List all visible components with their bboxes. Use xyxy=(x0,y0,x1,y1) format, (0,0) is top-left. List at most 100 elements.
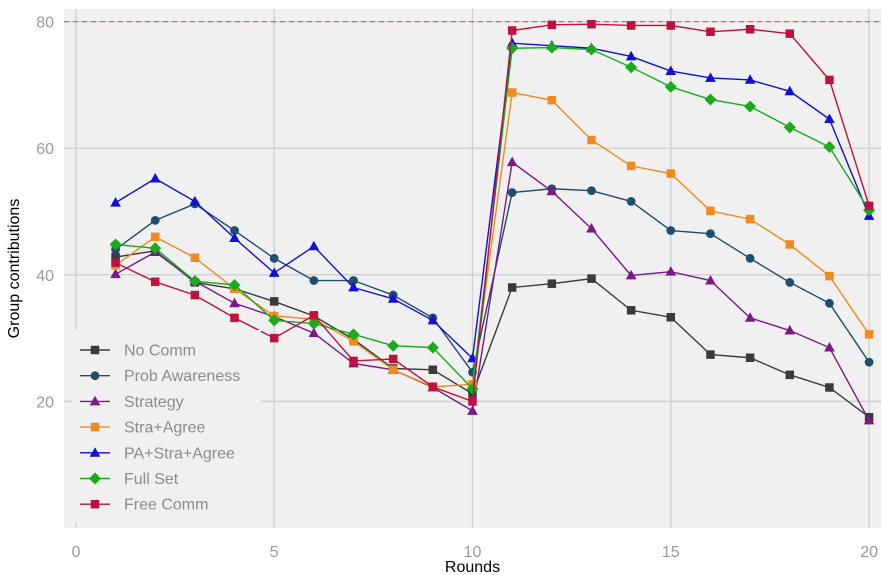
data-point-strategy-6 xyxy=(308,327,320,337)
legend-marker-full-set xyxy=(89,472,101,485)
data-point-strategy-1 xyxy=(110,268,121,279)
data-point-no-comm-11 xyxy=(507,283,517,292)
data-point-stra-agree-12 xyxy=(547,95,557,105)
data-point-stra-agree-16 xyxy=(706,206,715,216)
data-point-free-comm-18 xyxy=(785,29,795,38)
legend-label-prob-awareness: Prob Awareness xyxy=(124,368,240,385)
data-point-full-set-12 xyxy=(545,41,558,54)
data-point-no-comm-16 xyxy=(706,350,715,359)
data-point-full-set-6 xyxy=(307,317,320,330)
data-point-stra-agree-20 xyxy=(864,330,874,339)
data-point-stra-agree-7 xyxy=(349,337,358,346)
data-point-strategy-17 xyxy=(744,312,756,322)
data-point-free-comm-3 xyxy=(190,290,200,300)
series-line-strategy xyxy=(115,160,870,421)
data-point-pa-stra-agree-4 xyxy=(229,232,240,243)
data-point-pa-stra-agree-6 xyxy=(308,240,320,251)
data-point-free-comm-19 xyxy=(825,75,834,85)
legend-background xyxy=(73,330,261,522)
data-point-stra-agree-2 xyxy=(150,232,160,242)
data-point-prob-awareness-17 xyxy=(745,253,755,263)
data-point-no-comm-15 xyxy=(666,312,676,322)
data-point-strategy-20 xyxy=(863,414,875,425)
data-point-free-comm-12 xyxy=(547,20,557,30)
data-point-stra-agree-18 xyxy=(785,240,795,249)
data-point-no-comm-9 xyxy=(428,365,438,375)
data-point-pa-stra-agree-5 xyxy=(268,267,280,277)
x-tick-label-15: 15 xyxy=(662,544,680,561)
data-point-pa-stra-agree-2 xyxy=(149,173,161,183)
data-point-strategy-14 xyxy=(625,269,637,280)
data-point-pa-stra-agree-16 xyxy=(705,72,716,82)
y-tick-label-40: 40 xyxy=(36,268,54,285)
data-point-stra-agree-15 xyxy=(666,169,676,178)
data-point-no-comm-17 xyxy=(745,353,755,362)
data-point-pa-stra-agree-1 xyxy=(110,197,121,207)
data-point-pa-stra-agree-15 xyxy=(665,65,677,75)
data-point-full-set-4 xyxy=(228,278,241,291)
data-point-full-set-3 xyxy=(188,275,201,288)
data-point-free-comm-8 xyxy=(388,354,398,364)
series-line-stra-agree xyxy=(115,91,870,388)
legend-label-full-set: Full Set xyxy=(124,471,179,488)
legend-label-pa-stra-agree: PA+Stra+Agree xyxy=(124,445,235,462)
data-point-no-comm-14 xyxy=(626,306,636,315)
legend-label-strategy: Strategy xyxy=(124,394,184,411)
legend-marker-strategy xyxy=(89,395,101,406)
data-point-stra-agree-3 xyxy=(190,253,200,262)
data-point-full-set-15 xyxy=(664,80,677,93)
series-pa-stra-agree xyxy=(110,37,875,363)
x-tick-label-0: 0 xyxy=(71,544,80,561)
data-point-free-comm-10 xyxy=(468,397,477,406)
data-point-strategy-19 xyxy=(824,342,835,352)
data-point-free-comm-14 xyxy=(626,21,636,30)
data-point-stra-agree-17 xyxy=(745,214,755,224)
data-point-free-comm-17 xyxy=(745,25,755,34)
data-point-free-comm-15 xyxy=(666,21,676,30)
series-line-pa-stra-agree xyxy=(115,42,870,360)
data-point-pa-stra-agree-19 xyxy=(824,113,835,124)
data-point-free-comm-16 xyxy=(706,27,715,37)
legend-label-stra-agree: Stra+Agree xyxy=(124,420,205,437)
data-point-strategy-13 xyxy=(586,223,597,233)
legend: No Comm Prob Awareness Strategy Stra+Agree P… xyxy=(73,330,261,522)
data-point-free-comm-20 xyxy=(864,201,874,211)
data-point-free-comm-6 xyxy=(309,311,319,320)
data-point-no-comm-18 xyxy=(785,370,795,380)
data-point-prob-awareness-20 xyxy=(864,357,874,367)
data-point-prob-awareness-5 xyxy=(269,253,279,263)
data-point-prob-awareness-7 xyxy=(349,276,358,285)
data-point-strategy-12 xyxy=(546,185,558,196)
y-axis-title: Group contributions xyxy=(6,199,23,339)
data-point-pa-stra-agree-8 xyxy=(387,293,399,303)
data-point-free-comm-5 xyxy=(269,333,279,343)
data-point-free-comm-9 xyxy=(428,382,438,392)
data-point-full-set-13 xyxy=(585,43,598,56)
data-point-free-comm-13 xyxy=(587,19,596,29)
data-point-prob-awareness-11 xyxy=(507,188,517,197)
data-point-pa-stra-agree-14 xyxy=(625,50,637,61)
data-point-full-set-14 xyxy=(625,61,638,74)
legend-marker-pa-stra-agree xyxy=(89,447,101,457)
data-point-pa-stra-agree-3 xyxy=(189,195,201,206)
data-point-prob-awareness-16 xyxy=(706,229,715,239)
legend-label-free-comm: Free Comm xyxy=(124,497,208,514)
data-point-full-set-18 xyxy=(783,121,796,134)
data-point-no-comm-13 xyxy=(587,274,596,283)
data-point-full-set-16 xyxy=(704,93,717,106)
y-tick-label-60: 60 xyxy=(36,141,54,158)
data-point-pa-stra-agree-17 xyxy=(744,74,756,84)
legend-marker-stra-agree xyxy=(90,422,100,432)
data-point-prob-awareness-18 xyxy=(785,278,795,287)
series-stra-agree xyxy=(111,88,874,392)
data-point-strategy-11 xyxy=(506,156,518,167)
data-point-no-comm-5 xyxy=(269,297,279,306)
data-point-stra-agree-19 xyxy=(825,271,834,281)
data-point-strategy-4 xyxy=(229,297,240,308)
data-point-prob-awareness-14 xyxy=(626,197,636,206)
data-point-pa-stra-agree-18 xyxy=(784,85,796,96)
data-point-full-set-10 xyxy=(466,382,479,395)
legend-marker-prob-awareness xyxy=(90,371,100,381)
